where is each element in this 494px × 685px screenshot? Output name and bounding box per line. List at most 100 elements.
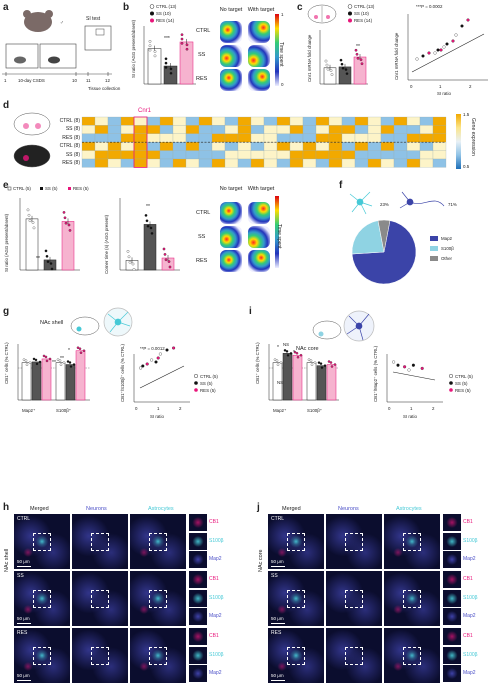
g-bar-point: [66, 360, 70, 363]
b-bar-point: [148, 44, 152, 48]
d-heatmap-cell: [380, 158, 395, 168]
h-scalebar-label: 50 μm: [17, 559, 30, 564]
d-heatmap-cell: [250, 116, 265, 126]
c-bar-point: [345, 72, 349, 76]
e-si-bar-point: [31, 221, 35, 224]
i-bar-point: [296, 355, 300, 359]
h-zoom-tile: [189, 589, 207, 607]
d-heatmap-cell: [432, 116, 447, 126]
b-heatmap: [220, 69, 242, 91]
d-heatmap-cell: [302, 116, 317, 126]
i-bar: [316, 365, 327, 401]
j-col-merged: Merged: [282, 506, 301, 512]
b-cb-min: 0: [281, 82, 284, 87]
c-bar-point: [355, 52, 359, 56]
d-heatmap-cell: [172, 133, 187, 143]
c-bar-point: [356, 56, 360, 60]
d-heatmap-cell: [133, 142, 148, 151]
d-heatmap-cell: [406, 133, 421, 143]
b-bar-point: [185, 47, 189, 51]
g-bar-point: [38, 360, 42, 364]
d-heatmap-cell: [211, 150, 226, 160]
cage-icon: [5, 43, 39, 69]
d-heatmap-cell: [419, 133, 434, 143]
d-heatmap-cell: [224, 142, 239, 151]
d-heatmap-cell: [94, 116, 109, 126]
d-heatmap-cell: [432, 142, 447, 151]
b-cb-max: 1: [281, 12, 284, 17]
d-heatmap-cell: [289, 125, 304, 134]
d-heatmap-cell: [81, 158, 96, 168]
e-heatmap: [220, 250, 242, 272]
i-bar: [272, 362, 283, 401]
d-heatmap-cell: [315, 150, 330, 160]
j-zoom-label: Map2: [463, 613, 476, 619]
d-heatmap-cell: [172, 125, 187, 134]
svg-text:♂: ♂: [60, 20, 64, 26]
d-heatmap-cell: [302, 158, 317, 168]
i-bar-point: [317, 361, 321, 364]
j-zoom-label: S100β: [463, 651, 478, 658]
g-scatter-point: [145, 362, 149, 366]
i-bar-point: [279, 361, 283, 364]
d-heatmap-cell: [133, 158, 148, 168]
svg-text:RES (5): RES (5): [73, 186, 89, 191]
panel-f-label: f: [339, 180, 343, 191]
i-bar: [326, 364, 337, 401]
j-zoom-tile: [443, 571, 461, 588]
svg-text:**: **: [60, 356, 64, 362]
d-heatmap-cell: [224, 125, 239, 134]
b-heatmap: [248, 69, 270, 91]
b-col-with-target: With target: [247, 7, 275, 13]
d-heatmap-cell: [185, 150, 200, 160]
d-heatmap-cell: [328, 158, 343, 168]
d-brain-schematics: [13, 112, 51, 168]
g-bar-point: [76, 346, 80, 349]
g-bar-point: [45, 359, 49, 363]
j-roi-box: [345, 533, 363, 551]
e-si-bar-point: [44, 249, 48, 253]
j-roi-box: [287, 647, 305, 665]
d-heatmap-cell: [250, 142, 265, 151]
svg-text:0: 0: [135, 406, 138, 411]
svg-text:***P = 0.0002: ***P = 0.0002: [416, 4, 443, 9]
d-heatmap-cell: [133, 116, 148, 126]
f-pie-slice: [377, 219, 391, 253]
d-heatmap-cell: [146, 158, 161, 168]
d-heatmap-cell: [185, 133, 200, 143]
c-bar-point: [341, 66, 345, 70]
d-heatmap-cell: [263, 133, 278, 143]
d-heatmap-cell: [250, 150, 265, 160]
i-bar-point: [327, 360, 331, 363]
b-colorbar-label: Time spent: [278, 42, 284, 67]
mouse-icon: [24, 12, 52, 32]
b-heatmap: [248, 45, 270, 67]
e-row-ctrl: CTRL: [196, 210, 211, 216]
h-col-neurons: Neurons: [86, 506, 107, 512]
g-bar-point: [59, 363, 63, 366]
d-heatmap-cell: [276, 158, 291, 168]
h-col-merged: Merged: [30, 506, 49, 512]
svg-text:Map2⁺: Map2⁺: [273, 408, 286, 413]
i-neuron-icon: [343, 310, 375, 342]
i-bar-point: [275, 359, 279, 362]
d-heatmap-cell: [380, 142, 395, 151]
i-bar-point: [330, 365, 334, 368]
g-bar-point: [58, 359, 62, 362]
d-heatmap-cell: [159, 158, 174, 168]
h-micrograph: SS 50 μm: [14, 571, 70, 626]
h-micrograph: [130, 628, 186, 683]
i-scatter-point: [411, 363, 415, 367]
svg-text:11: 11: [86, 78, 91, 83]
panel-i-label: i: [249, 306, 252, 317]
g-bar-point: [35, 362, 39, 366]
svg-text:12: 12: [105, 78, 110, 83]
d-heatmap-cell: [198, 150, 213, 160]
d-cb-max: 1.5: [463, 112, 470, 117]
b-bar-point: [153, 54, 157, 58]
e-si-bar-point: [26, 208, 30, 212]
d-heatmap-cell: [432, 150, 447, 160]
d-heatmap-grid: [81, 116, 447, 168]
j-row-label: SS: [271, 573, 278, 579]
d-heatmap-cell: [198, 133, 213, 143]
